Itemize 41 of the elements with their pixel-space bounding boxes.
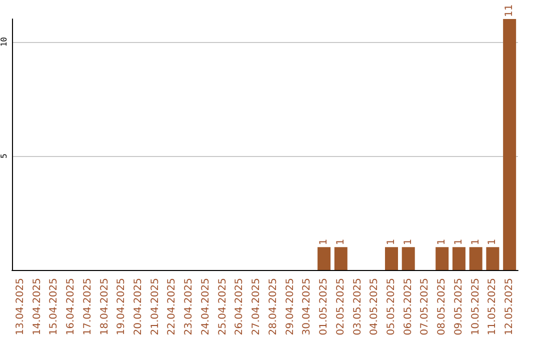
x-tick-label: 10.05.2025 <box>470 278 482 336</box>
data-label: 11 <box>504 4 516 17</box>
x-tick-label: 01.05.2025 <box>318 278 330 336</box>
x-tick-label: 14.04.2025 <box>32 278 43 336</box>
x-tick-label: 04.05.2025 <box>369 278 380 336</box>
x-tick-label: 27.04.2025 <box>251 278 262 336</box>
x-tick-label: 13.04.2025 <box>14 278 26 336</box>
x-tick-label: 07.05.2025 <box>420 278 431 336</box>
x-tick-label: 11.05.2025 <box>487 278 498 336</box>
data-label: 1 <box>335 238 346 246</box>
x-tick-label: 16.04.2025 <box>66 278 77 336</box>
x-tick-label: 09.05.2025 <box>453 278 464 336</box>
y-tick-label: 5 <box>0 153 8 158</box>
x-tick-label: 08.05.2025 <box>436 278 448 336</box>
data-label: 1 <box>436 238 448 246</box>
x-tick-label: 20.04.2025 <box>133 278 144 336</box>
x-tick-label: 15.04.2025 <box>48 278 60 336</box>
x-tick-label: 18.04.2025 <box>99 278 110 336</box>
x-tick-label: 05.05.2025 <box>386 278 397 336</box>
y-tick-label: 10 <box>0 36 8 47</box>
x-tick-label: 06.05.2025 <box>402 278 414 336</box>
x-tick-label: 21.04.2025 <box>150 278 161 336</box>
data-label: 1 <box>386 238 397 246</box>
data-label: 1 <box>318 238 330 246</box>
x-tick-label: 28.04.2025 <box>268 278 279 336</box>
x-tick-label: 26.04.2025 <box>234 278 246 336</box>
x-tick-label: 23.04.2025 <box>184 278 195 336</box>
data-label: 1 <box>402 238 414 246</box>
x-tick-label: 22.04.2025 <box>166 278 178 336</box>
x-tick-label: 30.04.2025 <box>302 278 313 336</box>
x-tick-label: 24.04.2025 <box>200 278 212 336</box>
x-tick-label: 19.04.2025 <box>116 278 128 336</box>
data-label: 1 <box>487 238 498 246</box>
x-tick-label: 17.04.2025 <box>82 278 94 336</box>
data-label: 1 <box>453 238 464 246</box>
x-tick-label: 12.05.2025 <box>504 278 516 336</box>
data-label: 1 <box>470 238 482 246</box>
x-tick-label: 03.05.2025 <box>352 278 364 336</box>
x-tick-label: 02.05.2025 <box>335 278 346 336</box>
x-tick-label: 25.04.2025 <box>217 278 228 336</box>
x-tick-label: 29.04.2025 <box>284 278 296 336</box>
